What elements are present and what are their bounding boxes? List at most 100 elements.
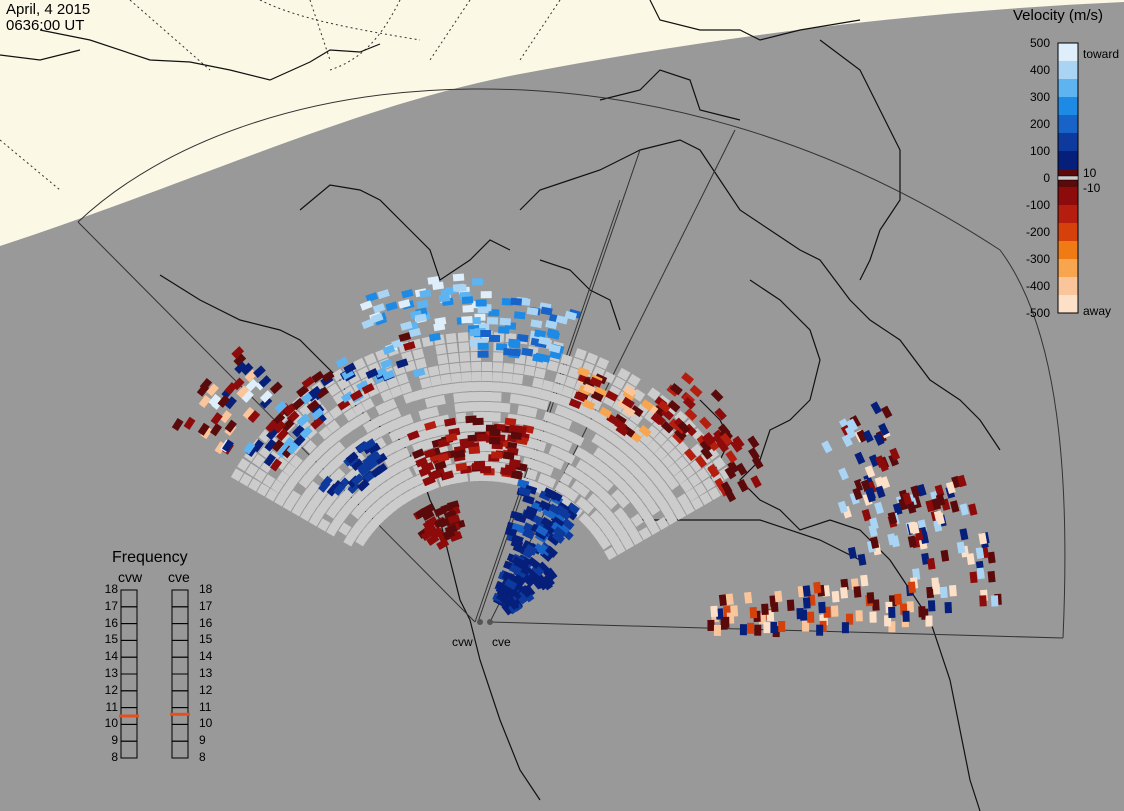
velocity-cell — [496, 592, 510, 604]
ground-scatter-cell — [317, 440, 332, 454]
velocity-cell — [326, 483, 340, 497]
velocity-cell — [894, 593, 903, 606]
ground-scatter-cell — [685, 487, 699, 502]
velocity-cell — [421, 509, 435, 521]
velocity-cell — [724, 466, 737, 480]
ground-scatter-cell — [338, 522, 352, 536]
frequency-level-label: 18 — [104, 582, 118, 596]
velocity-cell — [672, 431, 685, 445]
velocity-cell — [684, 408, 698, 421]
velocity-cell — [813, 581, 822, 594]
ground-scatter-cell — [262, 474, 276, 488]
velocity-cell — [853, 586, 862, 598]
velocity-cell — [525, 505, 538, 517]
ground-scatter-cell — [543, 475, 557, 489]
velocity-cell — [398, 299, 411, 309]
ground-scatter-cell — [561, 385, 574, 398]
ground-scatter-cell — [482, 442, 492, 451]
velocity-cell — [869, 611, 877, 623]
velocity-cell — [510, 297, 523, 306]
frequency-level-label: 12 — [199, 682, 213, 697]
velocity-cell — [888, 606, 896, 619]
frequency-cell — [171, 606, 189, 625]
velocity-cell — [890, 535, 900, 548]
velocity-cell — [657, 400, 671, 413]
ground-scatter-cell — [557, 363, 570, 376]
ground-scatter-cell — [630, 531, 643, 546]
velocity-cell — [489, 437, 501, 445]
velocity-cell — [887, 511, 898, 525]
velocity-cell — [281, 418, 295, 432]
ground-scatter-cell — [318, 426, 333, 440]
velocity-cell — [366, 450, 380, 463]
ground-scatter-cell — [647, 387, 661, 401]
velocity-cell — [902, 492, 913, 506]
ground-scatter-cell — [673, 470, 688, 485]
graticule — [0, 0, 561, 191]
velocity-cell — [363, 438, 377, 451]
ground-scatter-cell — [699, 492, 713, 506]
ground-scatter-cell — [279, 484, 293, 499]
ground-scatter-cell — [230, 468, 244, 482]
ground-scatter-cell — [668, 433, 682, 447]
velocity-cell — [547, 533, 561, 546]
velocity-cell — [219, 410, 232, 424]
ground-scatter-cell — [461, 372, 472, 382]
velocity-cell — [240, 362, 254, 376]
ground-scatter-cell — [597, 536, 611, 550]
ground-scatter-cell — [623, 419, 637, 433]
ground-scatter-cell — [491, 382, 503, 392]
velocity-cell — [508, 563, 522, 576]
ground-scatter-cell — [491, 392, 502, 402]
velocity-cell — [199, 377, 213, 391]
ground-scatter-cell — [499, 402, 511, 413]
frequency-level-label: 11 — [199, 699, 212, 714]
velocity-cell — [881, 405, 893, 419]
velocity-cell — [259, 390, 273, 403]
velocity-cell — [868, 454, 880, 468]
velocity-cell — [519, 585, 533, 598]
velocity-cell — [367, 442, 381, 455]
time-label: 0636:00 UT — [6, 17, 85, 34]
velocity-cell — [744, 591, 753, 604]
frequency-cell — [120, 589, 138, 608]
velocity-cell — [224, 419, 237, 433]
velocity-cell — [599, 406, 613, 419]
ground-scatter-cell — [364, 353, 377, 366]
velocity-cell — [308, 385, 322, 399]
velocity-cell — [538, 500, 552, 512]
velocity-cell — [349, 389, 363, 402]
ground-scatter-cell — [303, 453, 317, 468]
velocity-cell — [573, 391, 587, 403]
velocity-cell — [677, 421, 691, 434]
velocity-tick-label: 500 — [1029, 36, 1050, 50]
velocity-cell — [486, 317, 499, 325]
velocity-cell — [365, 292, 379, 303]
velocity-cell — [873, 432, 885, 446]
velocity-cell — [694, 455, 708, 469]
velocity-cell — [976, 567, 985, 580]
velocity-cell — [206, 383, 219, 397]
velocity-cell — [861, 508, 872, 522]
ground-scatter-cell — [536, 399, 549, 411]
velocity-cell — [503, 348, 515, 356]
velocity-cell — [495, 584, 509, 596]
ground-scatter-cell — [460, 362, 471, 372]
ground-scatter-cell — [647, 502, 661, 516]
velocity-cell — [552, 531, 565, 544]
velocity-cell — [719, 432, 733, 446]
velocity-cell — [707, 619, 715, 631]
velocity-cell — [242, 406, 256, 420]
velocity-cell — [684, 448, 697, 462]
velocity-cell — [536, 576, 549, 590]
velocity-cell — [878, 422, 890, 436]
velocity-cell — [849, 415, 862, 429]
ground-scatter-cell — [386, 376, 399, 389]
velocity-cell — [510, 470, 523, 480]
velocity-tick-label: 100 — [1029, 144, 1050, 158]
ground-scatter-cell — [412, 389, 425, 401]
ground-scatter-cell — [371, 415, 385, 429]
date-label: April, 4 2015 — [6, 1, 91, 18]
velocity-cell — [477, 350, 489, 358]
ground-scatter-cell — [501, 382, 513, 393]
